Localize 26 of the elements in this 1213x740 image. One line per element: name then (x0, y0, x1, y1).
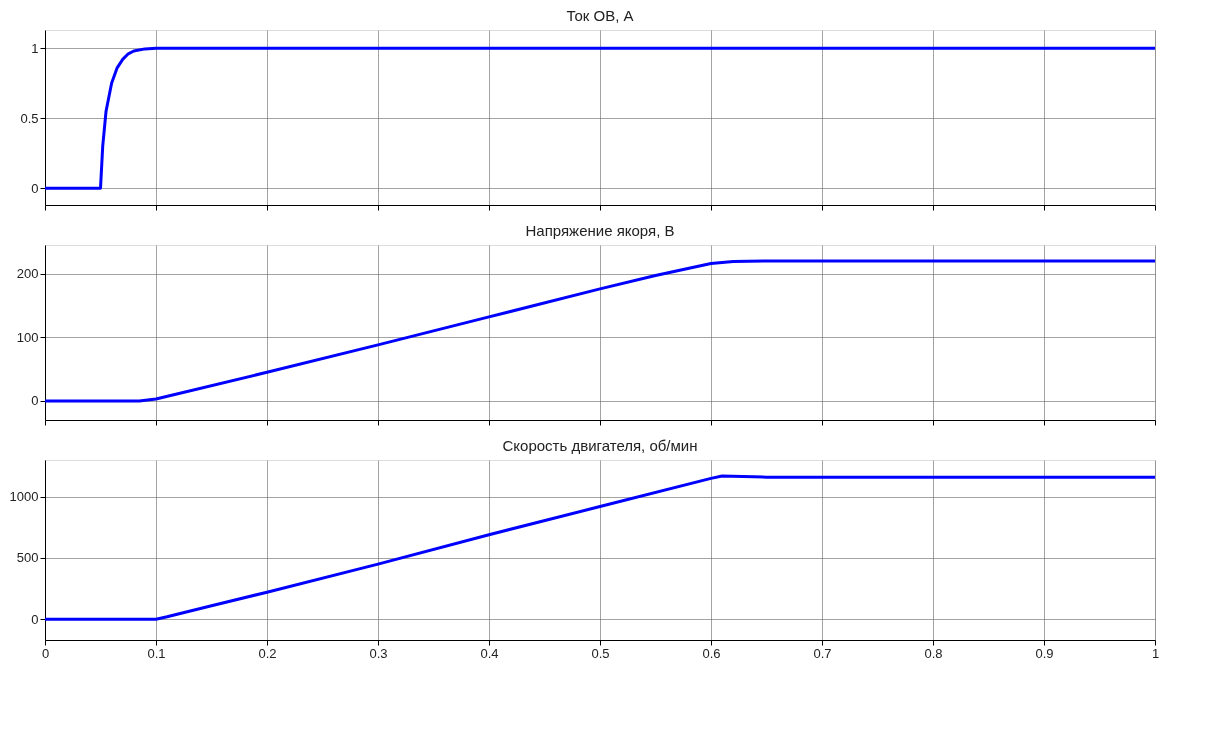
y-tick-label: 200 (16, 266, 39, 282)
x-tick-label: 0.4 (480, 645, 499, 661)
x-tick-label: 0.8 (924, 645, 943, 661)
x-tick-label: 0 (41, 645, 50, 661)
x-tick-label: 1 (1151, 645, 1160, 661)
y-tick-label: 0 (31, 393, 39, 409)
x-tick-label: 0.3 (369, 645, 388, 661)
y-tick-label: 0.5 (20, 110, 39, 126)
line-series (45, 474, 1155, 621)
chart-title: Ток ОВ, А (566, 7, 634, 24)
line-series (45, 46, 1155, 190)
x-tick-label: 0.9 (1035, 645, 1054, 661)
line-series (45, 259, 1155, 403)
x-tick-label: 0.1 (147, 645, 166, 661)
y-tick-label: 0 (31, 611, 39, 627)
x-tick-label: 0.5 (591, 645, 610, 661)
y-tick-label: 1 (31, 40, 39, 56)
x-tick-label: 0.7 (813, 645, 832, 661)
x-tick-label: 0.6 (702, 645, 721, 661)
y-tick-label: 0 (31, 180, 39, 196)
chart-title: Скорость двигателя, об/мин (502, 437, 698, 454)
y-tick-label: 1000 (9, 489, 39, 505)
y-tick-label: 500 (16, 550, 39, 566)
x-tick-label: 0.2 (258, 645, 277, 661)
chart-title: Напряжение якоря, В (525, 222, 675, 239)
y-tick-label: 100 (16, 329, 39, 345)
